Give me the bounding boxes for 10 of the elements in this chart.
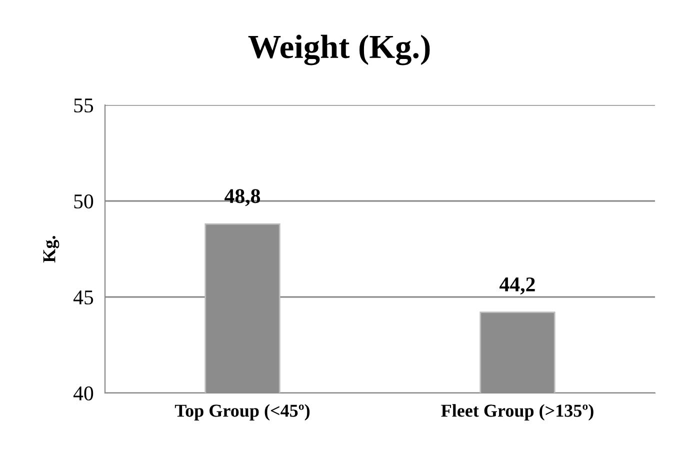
data-label: 44,2 bbox=[500, 277, 535, 294]
y-tick-label: 50 bbox=[74, 194, 94, 208]
x-tick-label: Fleet Group (>135º) bbox=[441, 404, 594, 420]
chart-title: Weight (Kg.) bbox=[248, 34, 430, 66]
y-tick-label: 55 bbox=[74, 98, 94, 112]
y-tick-label: 40 bbox=[73, 386, 94, 400]
y-tick-label: 45 bbox=[73, 290, 94, 304]
y-axis-title: Kg. bbox=[43, 236, 60, 262]
x-tick-label: Top Group (<45º) bbox=[174, 404, 310, 420]
data-label: 48,8 bbox=[224, 189, 260, 206]
